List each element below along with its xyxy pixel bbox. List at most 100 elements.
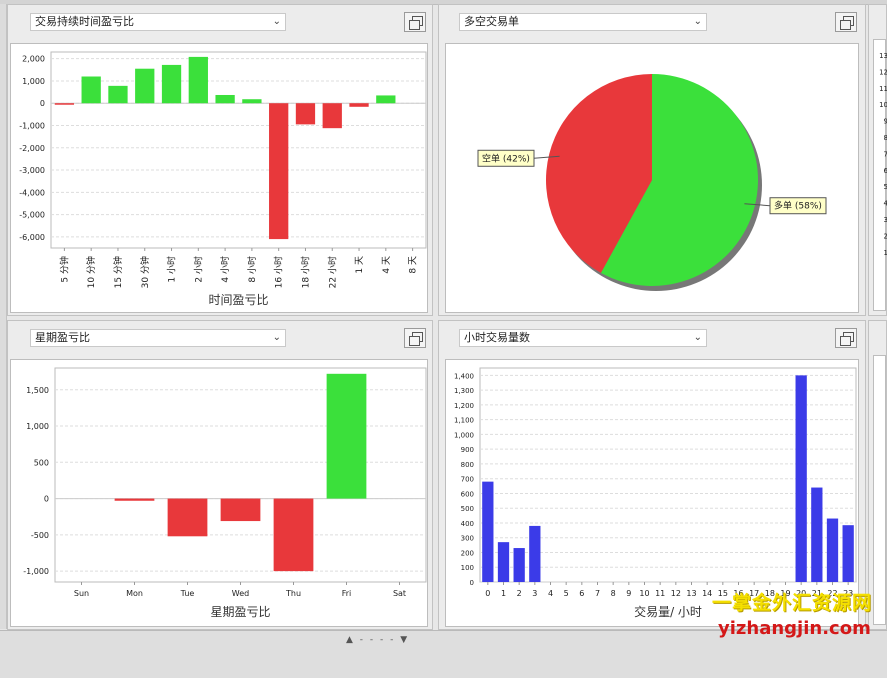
y-tick-label: 200	[461, 549, 474, 557]
x-tick-label: 1 小时	[166, 256, 178, 283]
x-tick-label: 0	[485, 589, 490, 598]
y-tick-label: -500	[31, 531, 49, 540]
right-panel-bottom-area	[873, 355, 886, 625]
x-tick-label: Tue	[180, 589, 195, 598]
x-tick-label: 13	[686, 589, 696, 598]
right-panel-top: 13 12 11 10 9 8 7 6 5 4 3 2 1	[868, 4, 887, 316]
x-tick-label: 30 分钟	[139, 256, 151, 288]
x-tick-label: 17	[749, 589, 759, 598]
maximize-button[interactable]	[404, 12, 426, 32]
x-tick-label: 15 分钟	[112, 256, 124, 288]
chevron-down-icon: ⌄	[272, 332, 281, 343]
x-tick-label: 8	[611, 589, 616, 598]
bar	[269, 103, 289, 240]
bar	[513, 548, 525, 582]
longshort-chart-select[interactable]: 多空交易单 ⌄	[459, 13, 707, 31]
hourly-select-label: 小时交易量数	[464, 331, 530, 344]
x-axis-label: 时间盈亏比	[208, 293, 268, 307]
bar	[215, 94, 235, 104]
y-tick-label: 600	[461, 490, 474, 498]
x-tick-label: 20	[796, 589, 806, 598]
bar	[135, 68, 155, 104]
right-tick-label: 6	[884, 167, 887, 175]
y-tick-label: 0	[44, 495, 49, 504]
right-tick-label: 2	[884, 232, 887, 240]
x-tick-label: 18	[765, 589, 775, 598]
x-tick-label: 4 天	[382, 256, 392, 274]
right-tick-label: 5	[884, 183, 887, 191]
y-tick-label: 1,000	[26, 422, 49, 431]
y-tick-label: 900	[461, 446, 474, 454]
bar	[795, 375, 807, 582]
x-tick-label: 5 分钟	[58, 256, 70, 283]
weekday-select-label: 星期盈亏比	[35, 331, 90, 344]
bar	[842, 525, 854, 582]
plot-frame	[54, 367, 427, 583]
longshort-panel-header: 多空交易单 ⌄	[439, 5, 865, 39]
weekday-bar-chart: 1,500 1,000 500 0 -500 -1,000 Sun Mon Tue Wed Thu F…	[23, 367, 427, 619]
x-tick-label: 2	[517, 589, 522, 598]
bar	[81, 76, 101, 104]
longshort-panel: 多空交易单 ⌄ 多单 (58%) 空单 (42%)	[438, 4, 866, 316]
x-tick-label: Sat	[393, 589, 406, 598]
y-tick-label: -4,000	[19, 188, 45, 197]
x-tick-label: 11	[655, 589, 665, 598]
longshort-pie-chart: 多单 (58%) 空单 (42%)	[477, 74, 827, 291]
hourly-panel: 小时交易量数 ⌄ 1,400 1,300 1,200 1,100 1,000 900 800…	[438, 320, 866, 630]
y-tick-label: 400	[461, 520, 474, 528]
x-tick-label: 16	[733, 589, 743, 598]
right-panel-bottom	[868, 320, 887, 630]
x-tick-label: 1	[501, 589, 506, 598]
maximize-button[interactable]	[835, 12, 857, 32]
splitter-grip-icon[interactable]: ▲ - - - - ▼	[346, 635, 410, 645]
pie-label: 空单 (42%)	[482, 152, 530, 164]
maximize-button[interactable]	[404, 328, 426, 348]
x-tick-label: 14	[702, 589, 712, 598]
duration-chart-select[interactable]: 交易持续时间盈亏比 ⌄	[30, 13, 286, 31]
plot-frame	[50, 51, 427, 249]
weekday-chart-select[interactable]: 星期盈亏比 ⌄	[30, 329, 286, 347]
x-tick-label: Thu	[285, 589, 301, 598]
bar	[242, 99, 262, 104]
bar	[114, 498, 155, 501]
right-panel-ticks: 13 12 11 10 9 8 7 6 5 4 3 2 1	[879, 52, 887, 257]
x-tick-label: Mon	[126, 589, 143, 598]
weekday-chart-area: 1,500 1,000 500 0 -500 -1,000 Sun Mon Tue Wed Thu F…	[10, 359, 428, 627]
hourly-chart-select[interactable]: 小时交易量数 ⌄	[459, 329, 707, 347]
maximize-button[interactable]	[835, 328, 857, 348]
x-tick-label: 2 小时	[192, 256, 204, 283]
bar	[295, 103, 316, 125]
hourly-bar-chart: 1,4001,3001,2001,1001,000900800700600500…	[454, 367, 857, 619]
pie-leader-line	[744, 203, 771, 207]
x-tick-label: 1 天	[355, 256, 365, 274]
duration-panel: 交易持续时间盈亏比 ⌄ 2,000 1,000 0 -1,000 -2,000 -3,00…	[7, 4, 433, 316]
longshort-chart-area: 多单 (58%) 空单 (42%)	[445, 43, 859, 313]
y-tick-label: -2,000	[19, 144, 45, 153]
y-tick-label: 1,100	[454, 417, 474, 425]
x-tick-label: 22	[827, 589, 837, 598]
pie-leader-line	[533, 155, 560, 159]
bar	[273, 498, 314, 572]
duration-chart-area: 2,000 1,000 0 -1,000 -2,000 -3,000 -4,000 -5,00…	[10, 43, 428, 313]
x-tick-label: 21	[812, 589, 822, 598]
bottom-splitter[interactable]: ▲ - - - - ▼	[0, 630, 887, 678]
x-tick-label: 3	[532, 589, 537, 598]
y-tick-label: 0	[40, 99, 45, 108]
bar	[349, 103, 369, 107]
y-tick-label: -6,000	[19, 233, 45, 242]
pie-label: 多单 (58%)	[774, 200, 822, 212]
bar	[482, 481, 494, 582]
pie-slice	[600, 74, 758, 286]
x-tick-label: 18 小时	[299, 256, 311, 288]
bar	[811, 487, 823, 582]
chevron-down-icon: ⌄	[693, 16, 702, 27]
y-tick-label: 1,500	[26, 386, 49, 395]
y-tick-label: -1,000	[23, 567, 49, 576]
right-tick-label: 12	[879, 68, 887, 76]
y-tick-label: 1,200	[454, 402, 474, 410]
bar	[322, 103, 342, 129]
right-tick-label: 8	[884, 134, 887, 142]
y-tick-label: 1,000	[454, 431, 474, 439]
duration-panel-header: 交易持续时间盈亏比 ⌄	[8, 5, 432, 39]
weekday-panel: 星期盈亏比 ⌄ 1,500 1,000 500 0 -500 -1,000 Sun Mon Tu…	[7, 320, 433, 630]
